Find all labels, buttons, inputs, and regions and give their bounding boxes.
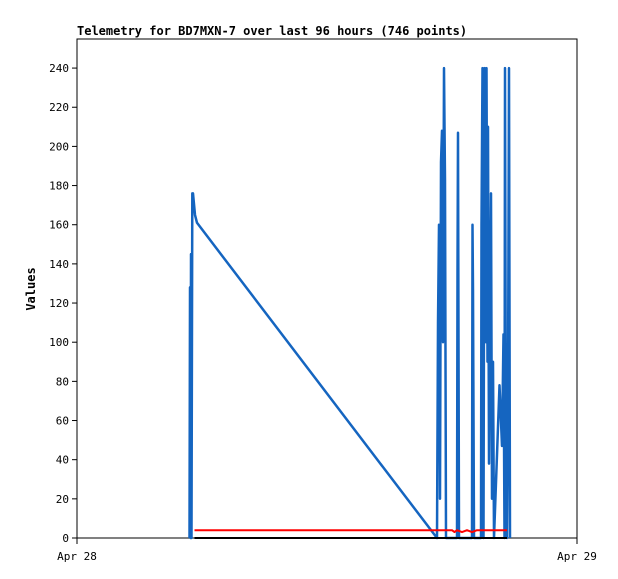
y-tick-label: 60 [56,415,69,428]
y-tick-label: 100 [49,336,69,349]
x-tick-label: Apr 29 [557,550,597,563]
chart-title: Telemetry for BD7MXN-7 over last 96 hour… [77,24,467,38]
y-tick-label: 140 [49,258,69,271]
y-tick-label: 120 [49,297,69,310]
y-tick-label: 160 [49,219,69,232]
y-tick-label: 200 [49,140,69,153]
series-group [188,66,512,540]
y-axis-ticks: 0 20 40 60 80 100 120 140 160 180 200 220 240 [49,62,77,545]
y-tick-label: 20 [56,493,69,506]
plot-area [76,38,578,539]
y-tick-label: 0 [62,532,69,545]
y-tick-label: 220 [49,101,69,114]
y-tick-label: 180 [49,180,69,193]
y-axis-label: Values [24,267,38,310]
y-tick-label: 80 [56,375,69,388]
x-axis-ticks: Apr 28 Apr 29 [57,538,597,563]
series-line-1 [188,66,512,540]
y-tick-label: 40 [56,454,69,467]
y-tick-label: 240 [49,62,69,75]
series-line-2 [194,529,507,534]
x-tick-label: Apr 28 [57,550,97,563]
